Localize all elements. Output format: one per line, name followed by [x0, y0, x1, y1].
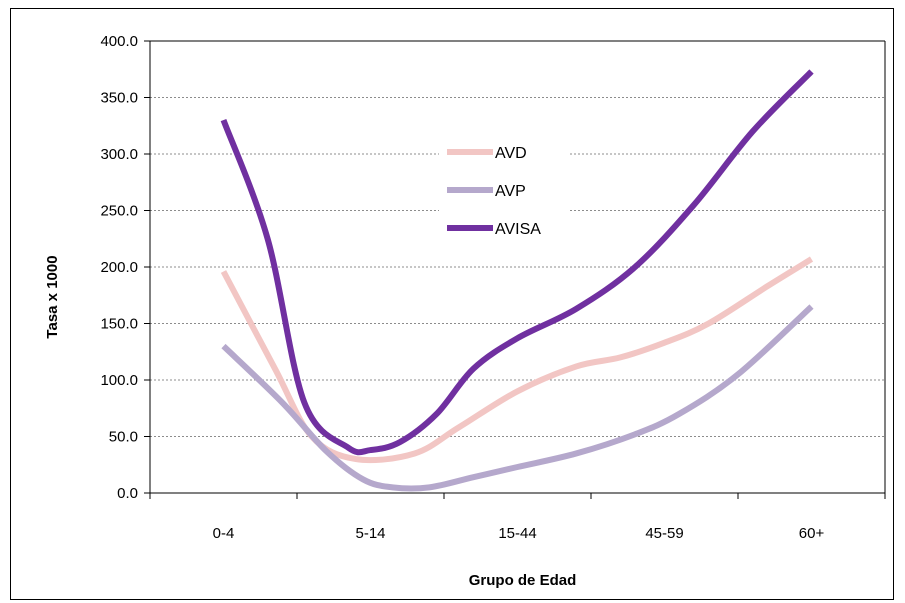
x-tick-label: 5-14 — [355, 525, 385, 542]
legend-label-avd: AVD — [495, 145, 527, 162]
y-tick-label: 350.0 — [100, 90, 138, 107]
x-tick-label: 45-59 — [645, 525, 683, 542]
series-line-avp — [221, 304, 814, 492]
legend-label-avp: AVP — [495, 183, 526, 200]
series-line-avd — [220, 256, 814, 464]
y-tick-label: 400.0 — [100, 33, 138, 50]
y-tick-label: 250.0 — [100, 203, 138, 220]
legend-label-avisa: AVISA — [495, 221, 541, 238]
y-tick-label: 200.0 — [100, 259, 138, 276]
y-tick-label: 100.0 — [100, 372, 138, 389]
y-tick-label: 0.0 — [117, 485, 138, 502]
axes — [144, 40, 886, 499]
y-tick-label: 300.0 — [100, 146, 138, 163]
x-tick-label: 60+ — [799, 525, 825, 542]
x-tick-label: 15-44 — [498, 525, 536, 542]
axis-labels: 0.0 50.0 100.0 150.0 200.0 250.0 300.0 350.0 400… — [44, 33, 824, 589]
y-tick-label: 150.0 — [100, 316, 138, 333]
x-axis-title: Grupo de Edad — [469, 572, 577, 589]
series-line-avisa — [220, 69, 814, 456]
chart-frame — [10, 8, 894, 600]
legend: AVD AVP AVISA — [439, 132, 569, 256]
x-tick-label: 0-4 — [213, 525, 235, 542]
y-axis-title: Tasa x 1000 — [44, 255, 61, 338]
series-lines — [220, 69, 814, 492]
y-tick-label: 50.0 — [109, 429, 138, 446]
